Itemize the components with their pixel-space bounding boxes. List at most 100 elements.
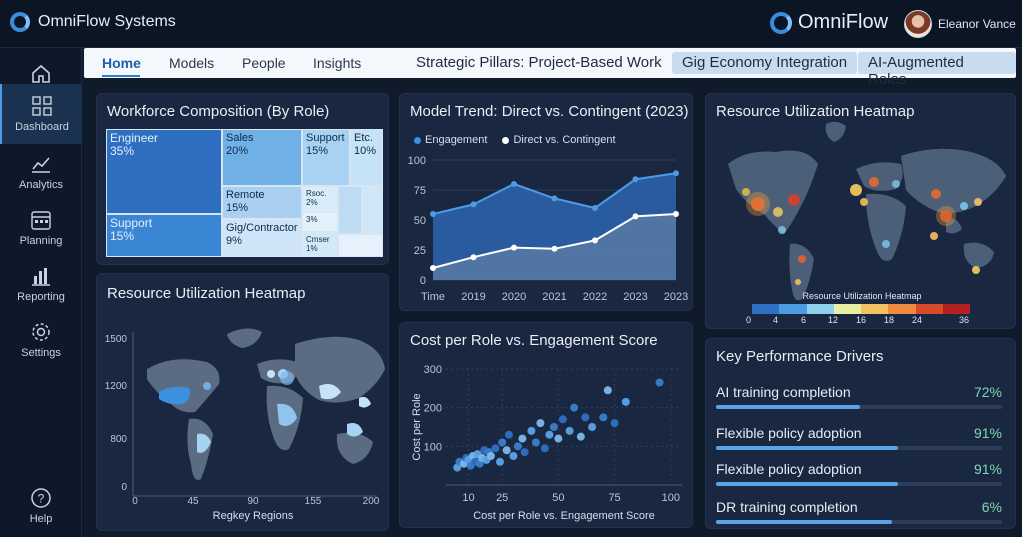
sidebar-item-label: Help [29, 513, 53, 525]
scatter-point[interactable] [655, 378, 664, 387]
pillar-gig-economy[interactable]: Gig Economy Integration [672, 52, 858, 74]
x-tick: 10 [462, 492, 474, 504]
scatter-point[interactable] [498, 438, 507, 447]
scatter-point[interactable] [603, 386, 612, 395]
scatter-point[interactable] [621, 397, 630, 406]
treemap-cell[interactable]: Etc. 10% [350, 129, 383, 186]
scatter-point[interactable] [491, 444, 500, 453]
scatter-point[interactable] [554, 434, 563, 443]
world-map-shape [147, 328, 385, 480]
scatter-point[interactable] [576, 432, 585, 441]
engagement-point[interactable] [592, 205, 598, 211]
engagement-point[interactable] [673, 170, 679, 177]
direct-point[interactable] [592, 237, 598, 244]
scatter-point[interactable] [527, 426, 536, 435]
company-brand[interactable]: OmniFlow Systems [10, 12, 176, 32]
treemap-cell[interactable] [338, 234, 383, 257]
scatter-point[interactable] [565, 426, 574, 435]
tab-insights[interactable]: Insights [313, 55, 362, 71]
scatter-point[interactable] [531, 438, 540, 447]
engagement-point[interactable] [511, 181, 517, 187]
tab-models[interactable]: Models [169, 55, 215, 71]
card-title: Cost per Role vs. Engagement Score [410, 332, 658, 349]
treemap-cell[interactable]: Gig/Contractor 9% [222, 219, 302, 257]
sidebar-item-reporting[interactable]: Reporting [0, 256, 82, 312]
direct-point[interactable] [551, 245, 558, 252]
scatter-point[interactable] [504, 430, 513, 439]
x-tick: 0 [132, 496, 138, 507]
engagement-point[interactable] [551, 195, 558, 202]
treemap-cell[interactable] [362, 186, 383, 234]
scatter-point[interactable] [540, 444, 549, 453]
scatter-point[interactable] [495, 457, 504, 466]
treemap-cell[interactable]: Rsoc. 2% [302, 186, 338, 212]
trend-chart: 0 25 50 75 100 Time 2019 2020 2021 2022 2023 2023 [408, 155, 689, 303]
scatter-point[interactable] [502, 446, 511, 455]
scatter-point[interactable] [570, 403, 579, 412]
scatter-point[interactable] [558, 415, 567, 424]
treemap-cell[interactable]: 3% [302, 212, 338, 232]
treemap-cell[interactable]: Sales 20% [222, 129, 302, 186]
x-tick: 25 [496, 492, 508, 504]
bar-chart-icon [30, 265, 52, 287]
legend-item-engagement[interactable]: Engagement [414, 134, 487, 146]
scatter-point[interactable] [536, 419, 545, 428]
treemap-cell[interactable]: Cmser 1% [302, 232, 338, 257]
direct-point[interactable] [673, 211, 679, 217]
scatter-point[interactable] [520, 448, 529, 457]
treemap-cell[interactable] [338, 186, 362, 234]
kpi-value: 6% [981, 499, 1002, 515]
scatter-point[interactable] [509, 452, 518, 460]
y-axis-label: Cost per Role [411, 393, 423, 460]
trend-legend: Engagement Direct vs. Contingent [414, 134, 616, 146]
world-map-chart: 1500 1200 800 0 0 45 90 155 200 Regkey R… [105, 328, 385, 522]
scatter-point[interactable] [545, 430, 554, 439]
x-tick: 50 [552, 492, 564, 504]
kpi-label: DR training completion [716, 499, 858, 515]
scatter-point[interactable] [581, 413, 590, 422]
pillar-ai-augmented-roles[interactable]: AI-Augmented Roles [858, 52, 1016, 88]
direct-point[interactable] [632, 213, 639, 220]
x-tick: 155 [305, 496, 322, 507]
product-name: OmniFlow [798, 11, 889, 33]
scatter-point[interactable] [549, 423, 558, 431]
direct-point[interactable] [430, 265, 436, 271]
user-menu[interactable]: Eleanor Vance [904, 10, 1016, 38]
sidebar-item-planning[interactable]: Planning [0, 200, 82, 256]
sidebar-item-home[interactable] [0, 48, 82, 100]
treemap-cell[interactable]: Support 15% [302, 129, 350, 186]
kpi-label: Flexible policy adoption [716, 425, 862, 441]
treemap-cell[interactable]: Support 15% [106, 214, 222, 257]
kpi-progress-fill [716, 520, 893, 524]
x-tick: 2022 [583, 291, 607, 303]
legend-item-direct[interactable]: Direct vs. Contingent [502, 134, 616, 146]
scatter-point[interactable] [518, 434, 527, 443]
product-brand: OmniFlow [770, 11, 888, 34]
engagement-point[interactable] [470, 201, 477, 208]
sidebar-item-help[interactable]: ? Help [0, 478, 82, 534]
scatter-point[interactable] [588, 423, 597, 431]
pillar-project-based-work[interactable]: Strategic Pillars: Project-Based Work [416, 54, 662, 71]
tab-home[interactable]: Home [102, 55, 141, 71]
direct-point[interactable] [470, 254, 477, 261]
kpi-progress-fill [716, 482, 899, 486]
y-tick: 100 [408, 155, 426, 167]
scatter-point[interactable] [513, 442, 522, 451]
sidebar-item-dashboard[interactable]: Dashboard [0, 84, 82, 144]
engagement-point[interactable] [430, 211, 436, 217]
card-title: Key Performance Drivers [716, 348, 884, 365]
tab-people[interactable]: People [242, 55, 286, 71]
treemap-cell[interactable]: Remote 15% [222, 186, 302, 219]
resource-heatmap-top-card: Resource Utilization Heatmap [705, 93, 1016, 329]
scatter-point[interactable] [599, 413, 608, 422]
scatter-point[interactable] [486, 452, 495, 460]
engagement-point[interactable] [632, 176, 639, 183]
avatar[interactable] [904, 10, 932, 38]
treemap-cell[interactable]: Engineer 35% [106, 129, 222, 214]
sidebar-item-label: Settings [21, 347, 61, 359]
direct-point[interactable] [511, 244, 517, 251]
scatter-point[interactable] [610, 419, 619, 428]
sidebar-item-analytics[interactable]: Analytics [0, 144, 82, 200]
sidebar-item-settings[interactable]: Settings [0, 312, 82, 368]
user-name: Eleanor Vance [938, 17, 1016, 31]
